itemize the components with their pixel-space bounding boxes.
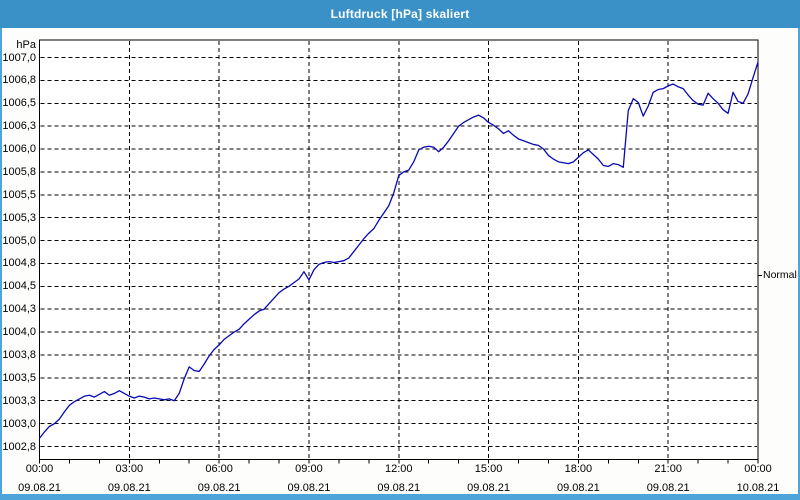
y-tick-label: 1004,0 bbox=[2, 326, 36, 339]
plot-area bbox=[39, 39, 759, 460]
y-tick-label: 1006,0 bbox=[2, 143, 36, 156]
x-tick-date-label: 09.08.21 bbox=[556, 482, 600, 494]
x-tick-time-label: 09:00 bbox=[295, 463, 323, 475]
x-tick-time-label: 00:00 bbox=[25, 463, 54, 475]
y-axis-unit-label: hPa bbox=[16, 39, 36, 51]
y-tick-label: 1005,3 bbox=[2, 211, 36, 224]
window-titlebar: Luftdruck [hPa] skaliert bbox=[0, 0, 800, 28]
y-tick-label: 1005,8 bbox=[2, 165, 36, 178]
x-tick-date-label: 09.08.21 bbox=[646, 482, 690, 494]
y-tick-label: 1004,3 bbox=[2, 303, 36, 316]
window-frame-left bbox=[0, 28, 2, 500]
x-tick-date-label: 09.08.21 bbox=[18, 482, 61, 494]
x-tick-date-label: 10.08.21 bbox=[736, 482, 780, 494]
y-tick-label: 1004,5 bbox=[2, 280, 36, 293]
x-tick-time-label: 21:00 bbox=[654, 463, 682, 475]
x-tick-time-label: 03:00 bbox=[115, 463, 144, 475]
x-tick-time-label: 12:00 bbox=[384, 463, 413, 475]
y-tick-label: 1006,3 bbox=[2, 120, 36, 133]
y-tick-label: 1003,0 bbox=[2, 417, 36, 430]
y-tick-label: 1004,8 bbox=[2, 257, 36, 270]
x-tick-time-label: 18:00 bbox=[564, 463, 593, 475]
y-tick-label: 1002,8 bbox=[2, 440, 36, 453]
y-tick-label: 1003,3 bbox=[2, 394, 36, 407]
plot-canvas bbox=[38, 39, 762, 464]
chart-figure: hPa 1007,0 1006,8 1006,5 1006,3 1006,0 1005,8… bbox=[2, 28, 798, 494]
y-tick-label: 1006,8 bbox=[2, 74, 36, 87]
x-tick-time-label: 15:00 bbox=[474, 463, 503, 475]
window-title: Luftdruck [hPa] skaliert bbox=[330, 7, 470, 21]
window-frame-right bbox=[798, 28, 800, 500]
y-tick-label: 1003,8 bbox=[2, 348, 36, 361]
y-tick-label: 1003,5 bbox=[2, 371, 36, 384]
x-tick-date-label: 09.08.21 bbox=[107, 482, 151, 494]
y-tick-label: 1006,5 bbox=[2, 97, 36, 110]
y-tick-label: 1005,0 bbox=[2, 234, 36, 247]
x-tick-time-label: 06:00 bbox=[205, 463, 233, 475]
x-tick-date-label: 09.08.21 bbox=[467, 482, 510, 494]
pressure-line-series bbox=[38, 61, 759, 439]
window-frame-bottom bbox=[0, 494, 800, 500]
normal-annotation-label: Normal bbox=[763, 269, 797, 281]
y-tick-label: 1005,5 bbox=[2, 188, 36, 201]
y-tick-label: 1007,0 bbox=[2, 51, 36, 64]
x-tick-time-label: 00:00 bbox=[744, 463, 772, 475]
x-tick-date-label: 09.08.21 bbox=[197, 482, 241, 494]
x-tick-date-label: 09.08.21 bbox=[287, 482, 331, 494]
x-tick-date-label: 09.08.21 bbox=[377, 482, 421, 494]
